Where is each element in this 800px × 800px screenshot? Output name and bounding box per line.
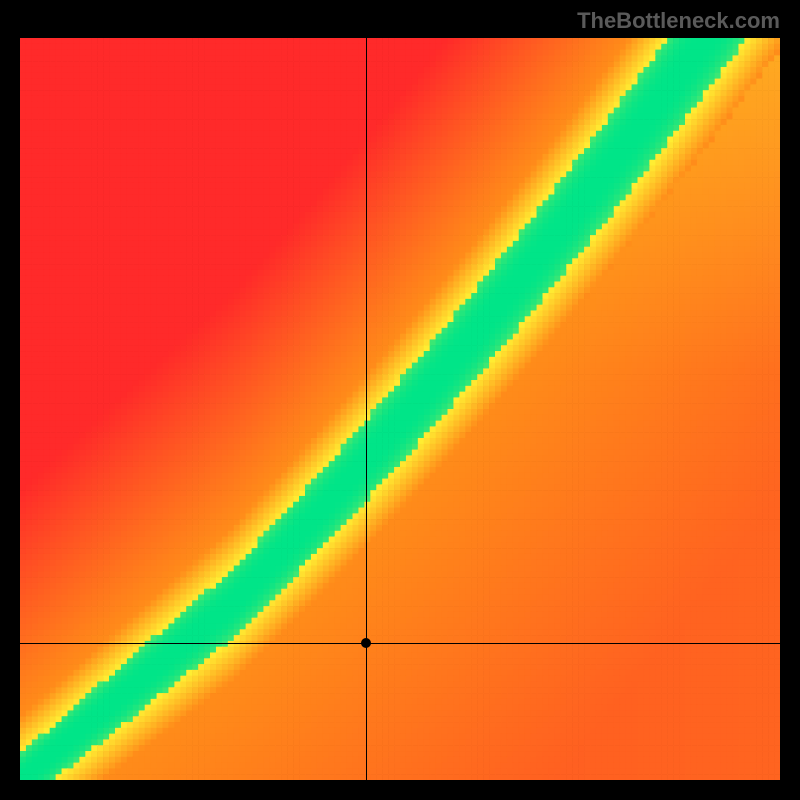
crosshair-horizontal: [20, 643, 780, 644]
heatmap-canvas: [20, 38, 780, 780]
chart-container: TheBottleneck.com: [0, 0, 800, 800]
crosshair-vertical: [366, 38, 367, 780]
watermark-text: TheBottleneck.com: [577, 8, 780, 34]
heatmap-plot: [20, 38, 780, 780]
data-point-marker: [361, 638, 371, 648]
